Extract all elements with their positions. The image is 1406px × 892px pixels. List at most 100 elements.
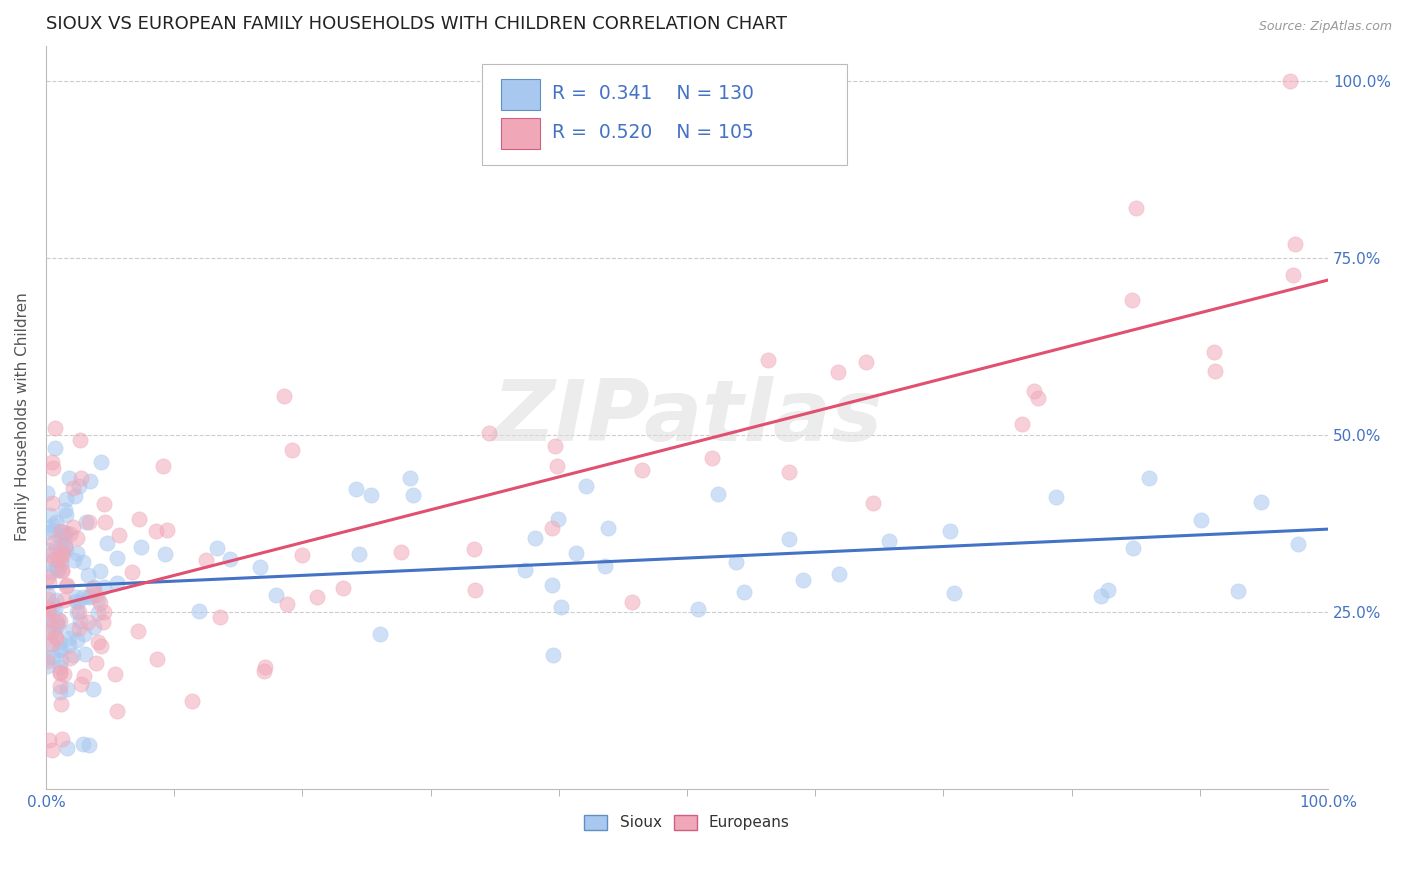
Point <box>38 603 60 617</box>
Point <box>207 541 229 555</box>
Point <box>72 737 94 751</box>
Point <box>55 508 77 522</box>
Point <box>42 535 65 549</box>
Point <box>37 650 59 665</box>
Point <box>939 524 962 538</box>
Point <box>55 579 77 593</box>
Point <box>37 603 59 617</box>
Point <box>55 539 77 553</box>
Point <box>524 531 547 545</box>
Text: ZIPatlas: ZIPatlas <box>492 376 882 458</box>
Point <box>332 582 354 596</box>
Point <box>360 488 382 502</box>
Point <box>565 546 588 560</box>
Point <box>42 598 65 612</box>
Point <box>37 555 59 569</box>
Point <box>66 531 89 545</box>
Point <box>181 694 204 708</box>
Point <box>778 532 800 546</box>
Point <box>402 488 425 502</box>
Point <box>55 491 77 506</box>
Point <box>51 732 73 747</box>
Point <box>70 677 93 691</box>
Point <box>52 524 75 539</box>
Point <box>44 622 66 636</box>
Point <box>67 479 90 493</box>
Point <box>72 627 94 641</box>
Point <box>73 669 96 683</box>
Point <box>77 738 100 752</box>
Point <box>56 578 79 592</box>
Point <box>855 354 877 368</box>
Point <box>218 552 240 566</box>
Point <box>105 550 128 565</box>
Point <box>541 521 564 535</box>
Point <box>307 590 329 604</box>
Point <box>41 496 63 510</box>
Point <box>93 580 115 594</box>
Point <box>51 545 73 559</box>
Point <box>156 523 179 537</box>
Point <box>83 620 105 634</box>
Bar <box>501 118 540 149</box>
Point <box>621 595 644 609</box>
Point <box>70 470 93 484</box>
Point <box>42 460 65 475</box>
Point <box>778 465 800 479</box>
Point <box>82 581 104 595</box>
Point <box>75 516 97 530</box>
Point <box>1278 74 1301 88</box>
Point <box>38 611 60 625</box>
Point <box>49 653 72 667</box>
Point <box>45 560 67 574</box>
Point <box>79 474 101 488</box>
Point <box>77 615 100 629</box>
Point <box>37 654 59 668</box>
Point <box>1286 536 1309 550</box>
Point <box>55 541 77 556</box>
Point <box>103 666 125 681</box>
Point <box>93 497 115 511</box>
Point <box>253 664 276 678</box>
Point <box>38 508 60 522</box>
Point <box>152 459 174 474</box>
Point <box>733 585 755 599</box>
Point <box>48 553 70 567</box>
Point <box>153 547 176 561</box>
Point <box>67 605 90 619</box>
Point <box>62 623 84 637</box>
Point <box>41 743 63 757</box>
Point <box>66 605 89 619</box>
Point <box>62 520 84 534</box>
Point <box>51 557 73 571</box>
Point <box>108 528 131 542</box>
Point <box>756 353 779 368</box>
Point <box>1097 582 1119 597</box>
Point <box>725 555 748 569</box>
Point <box>541 578 564 592</box>
Point <box>291 549 314 563</box>
Point <box>249 560 271 574</box>
Point <box>550 599 572 614</box>
Point <box>827 365 849 379</box>
Point <box>46 563 69 577</box>
Point <box>37 592 59 607</box>
Point <box>87 591 110 606</box>
Point <box>595 558 617 573</box>
Point <box>707 486 730 500</box>
Point <box>146 652 169 666</box>
Point <box>51 549 73 564</box>
Point <box>62 648 84 663</box>
Point <box>69 433 91 447</box>
Point <box>131 541 153 555</box>
Y-axis label: Family Households with Children: Family Households with Children <box>15 293 30 541</box>
Point <box>702 451 724 466</box>
Point <box>41 637 63 651</box>
Point <box>37 611 59 625</box>
Point <box>188 604 211 618</box>
Point <box>52 667 75 681</box>
Point <box>90 639 112 653</box>
Point <box>93 515 115 529</box>
Point <box>38 549 60 563</box>
Point <box>49 665 72 680</box>
